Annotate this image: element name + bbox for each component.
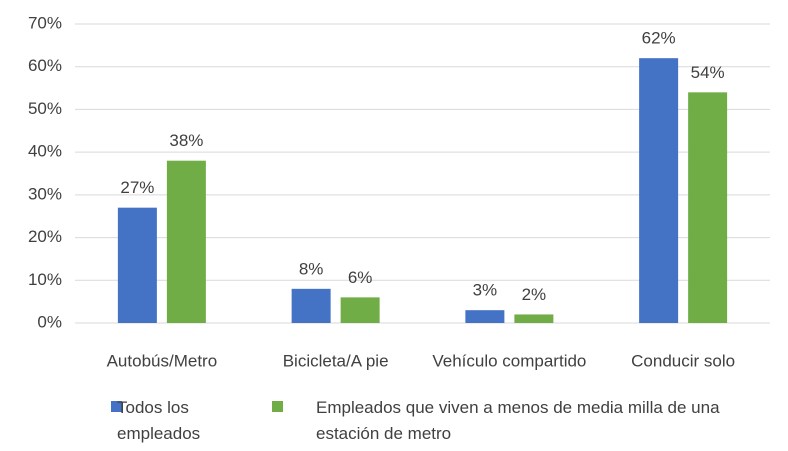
bar [465,310,505,323]
y-tick-label: 20% [28,227,62,246]
data-label: 38% [169,131,203,150]
y-tick-label: 0% [37,312,62,331]
data-label: 27% [120,178,154,197]
bar [688,92,728,323]
bar [639,58,679,324]
y-tick-label: 30% [28,184,62,203]
y-tick-label: 70% [28,13,62,32]
data-label: 6% [348,268,373,287]
x-tick-label: Bicicleta/A pie [283,351,389,370]
data-label: 8% [299,259,324,278]
y-tick-label: 50% [28,99,62,118]
legend-swatch [272,401,283,412]
y-tick-label: 40% [28,142,62,161]
y-tick-label: 60% [28,56,62,75]
x-tick-label: Autobús/Metro [107,351,218,370]
bar [291,288,331,323]
legend-swatch [111,401,122,412]
data-label: 54% [691,63,725,82]
legend-label: Empleados que viven a menos de media mil… [316,398,720,443]
bar [117,207,157,323]
data-label: 3% [473,281,498,300]
legend-label: Todos los empleados [117,398,201,443]
y-tick-label: 10% [28,270,62,289]
bar [514,314,554,323]
x-tick-label: Vehículo compartido [432,351,586,370]
data-label: 62% [642,29,676,48]
bar [340,297,380,323]
bar [166,160,206,323]
data-label: 2% [522,285,547,304]
x-tick-label: Conducir solo [631,351,735,370]
